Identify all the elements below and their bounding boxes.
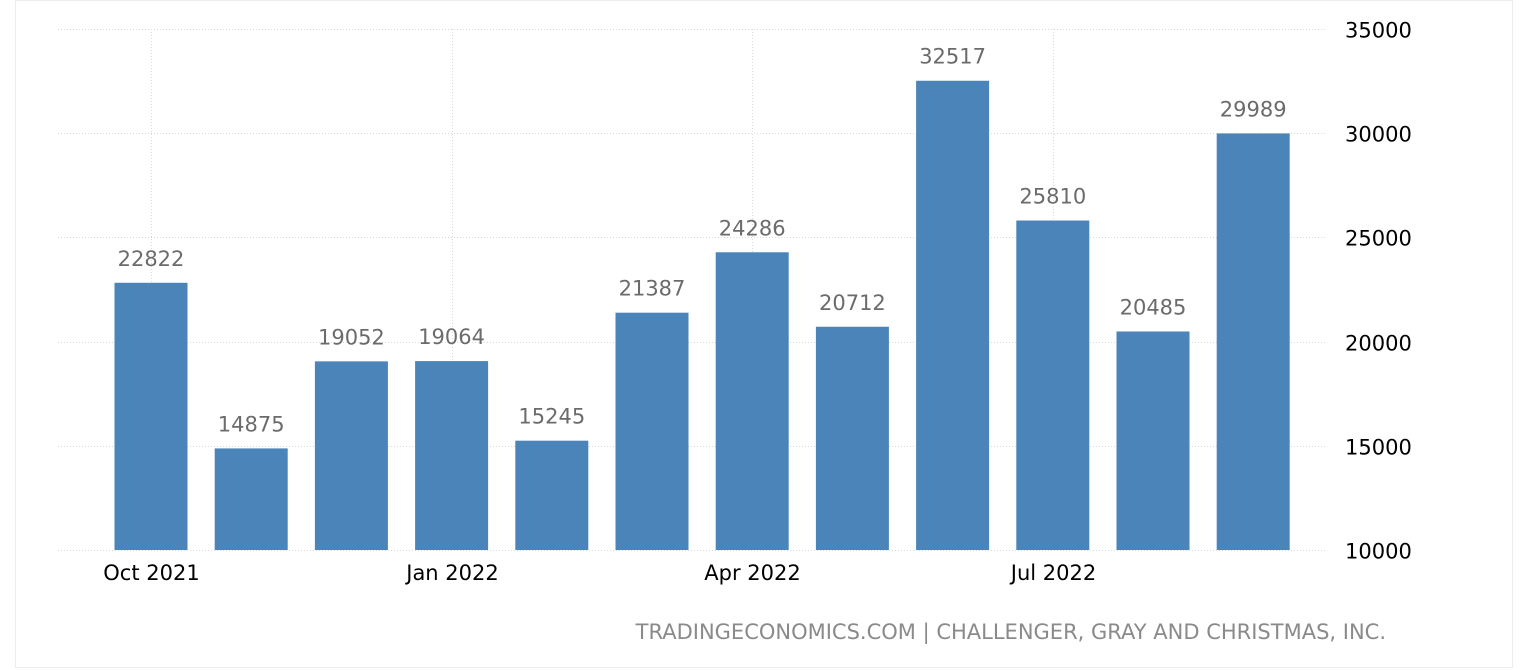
x-tick-label: Oct 2021 [103, 561, 199, 585]
x-tick-label: Apr 2022 [704, 561, 800, 585]
bar [1016, 220, 1090, 551]
bar [916, 80, 990, 550]
bar [415, 361, 489, 550]
y-tick-label: 20000 [1345, 332, 1412, 356]
data-label: 22822 [118, 247, 185, 271]
data-label: 14875 [218, 412, 285, 436]
bar [615, 312, 689, 550]
x-tick-label: Jul 2022 [1009, 561, 1096, 585]
bar [1216, 133, 1290, 550]
y-tick-label: 15000 [1345, 436, 1412, 460]
data-label: 21387 [619, 277, 686, 301]
data-label: 29989 [1220, 97, 1287, 121]
bar [515, 440, 589, 550]
x-tick-label: Jan 2022 [404, 561, 499, 585]
bar [214, 448, 288, 550]
bar [815, 326, 889, 550]
data-label: 20712 [819, 291, 886, 315]
data-label: 19052 [318, 325, 385, 349]
y-tick-label: 30000 [1345, 123, 1412, 147]
data-label: 32517 [919, 45, 986, 69]
data-label: 20485 [1120, 295, 1187, 319]
data-label: 25810 [1019, 185, 1086, 209]
data-label: 19064 [418, 325, 485, 349]
y-tick-label: 25000 [1345, 227, 1412, 251]
y-tick-label: 35000 [1345, 19, 1412, 43]
bar [1116, 331, 1190, 550]
data-label: 15245 [518, 405, 585, 429]
source-credit: TRADINGECONOMICS.COM | CHALLENGER, GRAY … [635, 620, 1386, 644]
y-tick-label: 10000 [1345, 540, 1412, 564]
data-label: 24286 [719, 216, 786, 240]
bar [114, 282, 188, 550]
bar [314, 361, 388, 550]
bar [715, 252, 789, 550]
